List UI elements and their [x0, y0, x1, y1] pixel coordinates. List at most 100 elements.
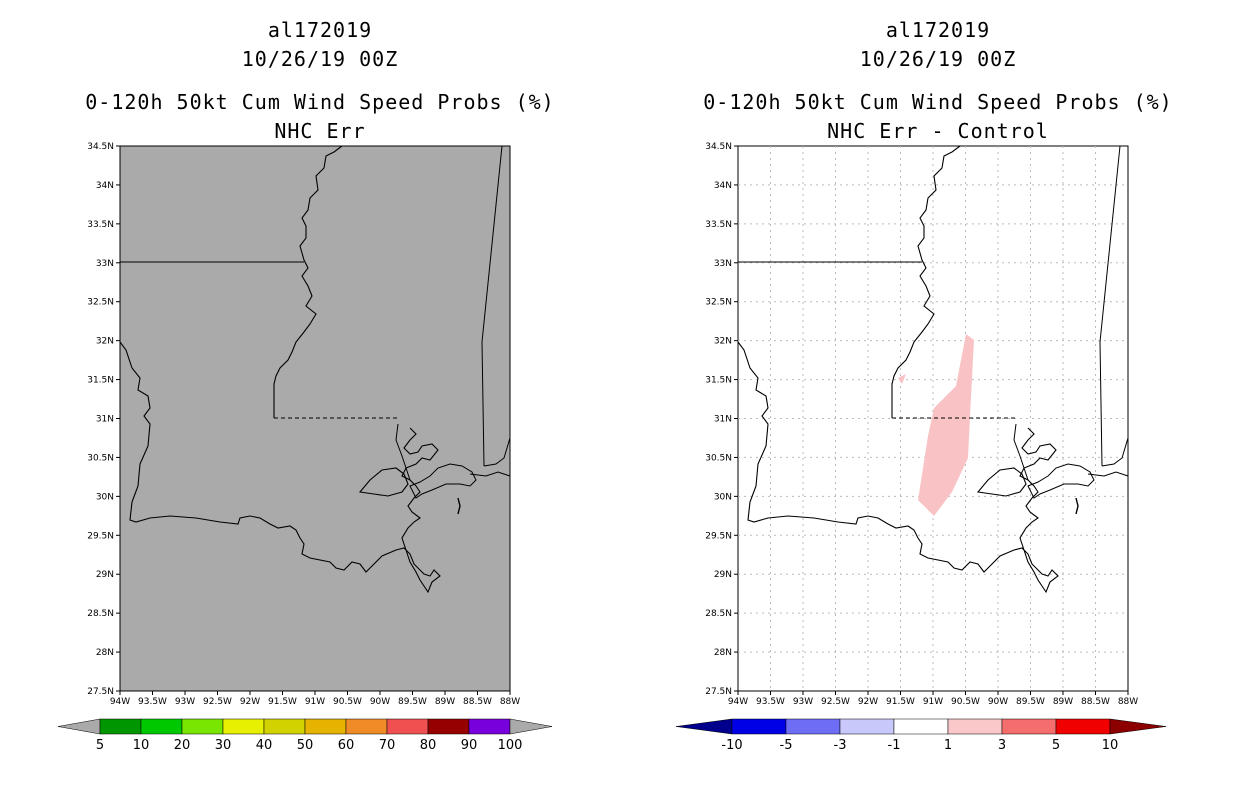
right-colorbar-label: 5 — [1052, 738, 1060, 753]
right-product-subtitle: NHC Err - Control — [827, 119, 1049, 143]
right-colorbar-high-end — [1109, 718, 1167, 735]
left-lat-label: 28.5N — [87, 609, 114, 619]
left-lon-label: 89.5W — [398, 697, 427, 707]
left-lon-label: 94W — [110, 697, 130, 707]
right-lat-label: 32.5N — [705, 298, 732, 308]
left-lon-label: 93.5W — [138, 697, 167, 707]
left-colorbar-swatch — [345, 718, 388, 735]
left-colorbar-swatch — [99, 718, 142, 735]
left-lat-label: 32N — [96, 337, 114, 347]
right-lon-label: 93W — [793, 697, 813, 707]
left-lon-label: 90W — [370, 697, 390, 707]
left-colorbar-label: 80 — [420, 738, 437, 753]
right-colorbar-label: -5 — [780, 738, 793, 753]
right-lat-label: 30.5N — [705, 453, 732, 463]
right-colorbar-swatch — [947, 718, 1003, 735]
left-colorbar-swatch — [181, 718, 224, 735]
right-product-title: 0-120h 50kt Cum Wind Speed Probs (%) — [703, 90, 1173, 114]
left-lat-label: 28N — [96, 648, 114, 658]
left-lat-label: 34N — [96, 181, 114, 191]
left-lat-label: 31.5N — [87, 376, 114, 386]
left-lon-label: 93W — [175, 697, 195, 707]
right-lon-label: 89W — [1053, 697, 1073, 707]
left-lon-label: 91.5W — [268, 697, 297, 707]
left-colorbar-label: 100 — [498, 738, 523, 753]
right-colorbar-label: -1 — [888, 738, 901, 753]
left-lon-label: 90.5W — [333, 697, 362, 707]
left-colorbar-swatch — [222, 718, 265, 735]
right-colorbar-swatch — [839, 718, 895, 735]
left-title-block: al172019 10/26/19 00Z — [60, 16, 580, 74]
left-colorbar-swatch — [140, 718, 183, 735]
right-lon-label: 91.5W — [886, 697, 915, 707]
left-lon-label: 91W — [305, 697, 325, 707]
left-lat-label: 30N — [96, 492, 114, 502]
right-title-block: al172019 10/26/19 00Z — [678, 16, 1198, 74]
left-colorbar-label: 5 — [96, 738, 104, 753]
left-lon-label: 88.5W — [463, 697, 492, 707]
right-lon-label: 92W — [858, 697, 878, 707]
right-lon-label: 90.5W — [951, 697, 980, 707]
right-lat-label: 34N — [714, 181, 732, 191]
left-lat-label: 30.5N — [87, 453, 114, 463]
right-probability-difference-area — [918, 334, 974, 516]
left-colorbar-swatch — [386, 718, 429, 735]
left-colorbar-label: 70 — [379, 738, 396, 753]
right-colorbar-label: 3 — [998, 738, 1006, 753]
right-lon-label: 88.5W — [1081, 697, 1110, 707]
left-lat-label: 33N — [96, 259, 114, 269]
right-lon-label: 90W — [988, 697, 1008, 707]
right-lat-label: 28.5N — [705, 609, 732, 619]
right-lat-label: 33N — [714, 259, 732, 269]
right-lat-label: 31.5N — [705, 376, 732, 386]
right-lon-label: 91W — [923, 697, 943, 707]
right-lon-label: 88W — [1118, 697, 1138, 707]
right-lat-label: 28N — [714, 648, 732, 658]
right-colorbar-swatch — [1001, 718, 1057, 735]
right-lat-label: 29N — [714, 570, 732, 580]
left-colorbar-label: 50 — [297, 738, 314, 753]
left-colorbar: 5 10 20 30 40 50 60 70 80 90 100 — [57, 718, 553, 753]
right-colorbar: -10 -5 -3 -1 1 3 5 10 — [675, 718, 1167, 753]
left-map-panel — [119, 145, 511, 692]
right-lat-label: 31N — [714, 415, 732, 425]
right-lat-label: 30N — [714, 492, 732, 502]
right-colorbar-label: 1 — [944, 738, 952, 753]
right-lon-label: 89.5W — [1016, 697, 1045, 707]
right-colorbar-label: 10 — [1102, 738, 1119, 753]
left-colorbar-label: 10 — [133, 738, 150, 753]
right-lon-label: 93.5W — [756, 697, 785, 707]
left-lon-label: 92W — [240, 697, 260, 707]
left-lat-label: 29.5N — [87, 531, 114, 541]
left-colorbar-label: 40 — [256, 738, 273, 753]
axes-layer: 27.5N 28N 28.5N 29N 29.5N 30N 30.5N 31N 31.5N 32N… — [87, 142, 1138, 707]
right-colorbar-label: -10 — [721, 738, 742, 753]
left-colorbar-swatch — [468, 718, 511, 735]
right-lat-label: 33.5N — [705, 220, 732, 230]
left-lat-label: 27.5N — [87, 687, 114, 697]
left-colorbar-label: 60 — [338, 738, 355, 753]
left-lat-label: 33.5N — [87, 220, 114, 230]
right-colorbar-swatch — [1055, 718, 1111, 735]
left-lat-label: 34.5N — [87, 142, 114, 152]
left-lat-label: 32.5N — [87, 298, 114, 308]
right-colorbar-swatch — [785, 718, 841, 735]
right-colorbar-low-end — [675, 718, 733, 735]
right-map-panel — [737, 145, 1129, 692]
left-lat-label: 29N — [96, 570, 114, 580]
right-colorbar-swatch — [893, 718, 949, 735]
right-colorbar-swatch — [731, 718, 787, 735]
left-colorbar-high-end — [509, 718, 553, 735]
right-lat-label: 34.5N — [705, 142, 732, 152]
right-colorbar-label: -3 — [834, 738, 847, 753]
left-colorbar-label: 20 — [174, 738, 191, 753]
right-storm-id: al172019 — [885, 18, 991, 42]
left-product-title: 0-120h 50kt Cum Wind Speed Probs (%) — [85, 90, 555, 114]
left-colorbar-low-end — [57, 718, 101, 735]
left-lon-label: 92.5W — [203, 697, 232, 707]
right-gridlines — [738, 146, 1128, 691]
left-lon-label: 89W — [435, 697, 455, 707]
left-product-subtitle: NHC Err — [274, 119, 366, 143]
left-colorbar-swatch — [427, 718, 470, 735]
